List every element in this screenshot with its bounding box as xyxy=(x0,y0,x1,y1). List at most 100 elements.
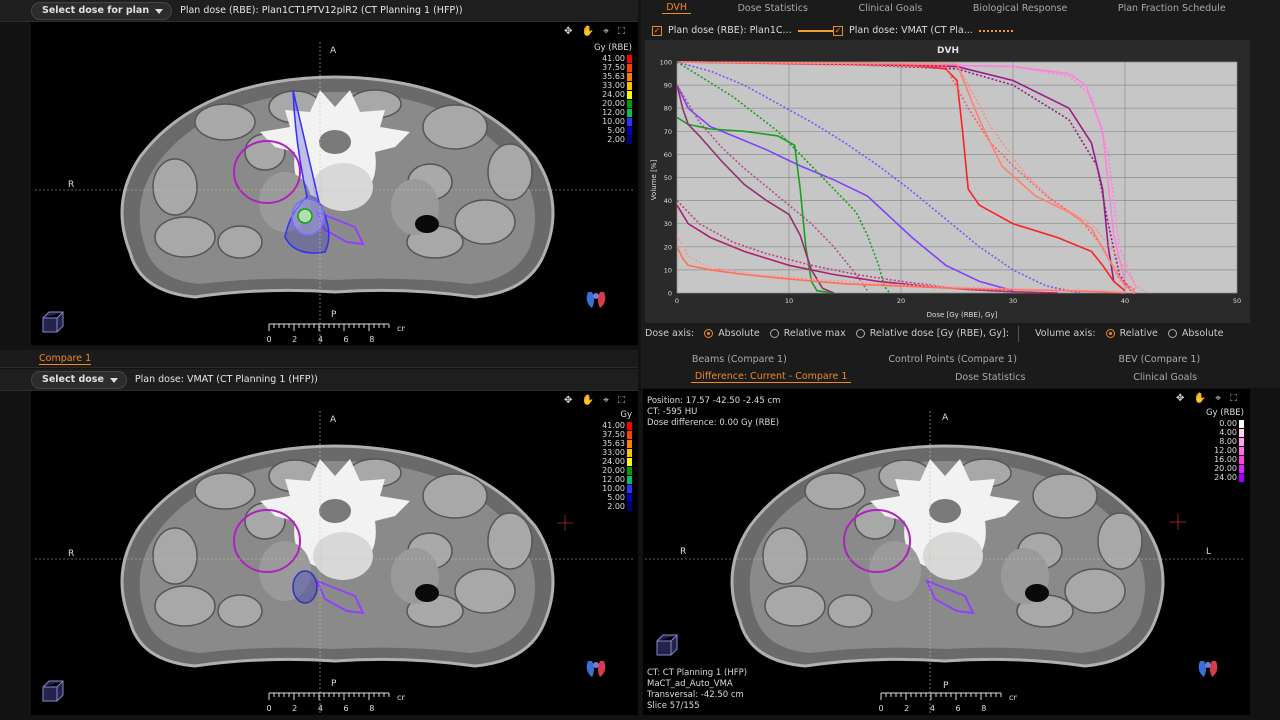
vertebral-body xyxy=(313,532,373,580)
series-info: CT: CT Planning 1 (HFP) MaCT_ad_Auto_VMA… xyxy=(647,668,747,712)
tab-compare-1[interactable]: Compare 1 xyxy=(39,353,92,365)
legend-entry: 24.00 xyxy=(1206,473,1244,482)
scale-label: 4 xyxy=(318,335,323,344)
dvh-curve-13[interactable] xyxy=(676,84,869,292)
tab-bev-compare[interactable]: BEV (Compare 1) xyxy=(1118,353,1201,365)
dvh-curve-6[interactable] xyxy=(676,61,1137,294)
bowel-loop xyxy=(217,594,263,628)
dose-axis-options: Dose axis: Absolute Relative max Relativ… xyxy=(645,328,1009,339)
dvh-curve-17[interactable] xyxy=(676,234,1137,294)
bottom-right-tabs-area xyxy=(641,350,1280,388)
orientation-cube-icon[interactable] xyxy=(41,679,65,703)
dose-check-2[interactable]: ✓ Plan dose: VMAT (CT Pla... xyxy=(833,25,1015,36)
tab-dose-statistics-compare[interactable]: Dose Statistics xyxy=(955,371,1026,383)
orientation-cube-icon[interactable] xyxy=(655,633,679,657)
radio-dose-relative-dose[interactable] xyxy=(855,329,865,338)
dose-isoline xyxy=(292,570,318,604)
scale-label: 4 xyxy=(930,704,935,713)
orientation-anterior: A xyxy=(330,415,337,425)
select-dose-dropdown[interactable]: Select dose xyxy=(31,370,127,389)
legend-swatch xyxy=(1239,437,1244,446)
viewport-top-left[interactable]: ✥ ✋ ⌖ ⛶ A R P Gy (RBE) 41.00 37.50 35.63 33… xyxy=(31,22,638,345)
y-tick-label: 60 xyxy=(664,151,672,159)
plan-dose-label: Plan dose (RBE): Plan1CT1PTV12plR2 (CT P… xyxy=(180,5,463,16)
tab-plan-fraction-schedule[interactable]: Plan Fraction Schedule xyxy=(1117,2,1226,14)
bowel-loop xyxy=(1064,568,1126,614)
kidney xyxy=(259,541,311,601)
tab-clinical-goals-compare[interactable]: Clinical Goals xyxy=(1133,371,1198,383)
legend-swatch xyxy=(1239,446,1244,455)
select-dose-for-plan-dropdown[interactable]: Select dose for plan xyxy=(31,1,173,20)
check-1-label: Plan dose (RBE): Plan1C... xyxy=(668,25,792,36)
organ-contour xyxy=(843,509,911,573)
x-tick-label: 10 xyxy=(785,297,793,305)
bowel-loop xyxy=(152,158,198,216)
checkbox-checked-icon[interactable]: ✓ xyxy=(833,25,843,36)
tab-control-points-compare[interactable]: Control Points (Compare 1) xyxy=(888,353,1017,365)
legend-rows: 41.00 37.50 35.63 33.00 24.00 20.00 12.00 10.00… xyxy=(602,421,632,511)
checkbox-checked-icon[interactable]: ✓ xyxy=(652,25,662,36)
vertebral-body xyxy=(923,532,983,580)
legend-value: 24.00 xyxy=(602,457,625,466)
legend-entry: 41.00 xyxy=(602,421,632,430)
legend-swatch xyxy=(1239,464,1244,473)
legend-value: 0.00 xyxy=(1219,419,1237,428)
radio-volume-absolute[interactable] xyxy=(1167,329,1177,338)
gas-pocket xyxy=(415,215,439,233)
dose-isoline-20 xyxy=(297,208,313,224)
footer-ct: CT: CT Planning 1 (HFP) xyxy=(647,668,748,678)
legend-value: 35.63 xyxy=(602,72,625,81)
legend-entry: 8.00 xyxy=(1206,437,1244,446)
legend-entry: 33.00 xyxy=(602,448,632,457)
dashed-line-swatch xyxy=(978,29,1015,32)
radio-volume-relative[interactable] xyxy=(1105,329,1115,338)
dvh-curve-12[interactable] xyxy=(676,84,835,294)
legend-swatch xyxy=(627,126,632,135)
legend-swatch xyxy=(627,493,632,502)
legend-entry: 20.00 xyxy=(1206,464,1244,473)
view-tools[interactable]: ✥ ✋ ⌖ ⛶ xyxy=(564,395,628,406)
orientation-posterior: P xyxy=(943,681,949,691)
x-tick-label: 20 xyxy=(897,297,905,305)
tab-difference[interactable]: Difference: Current - Compare 1 xyxy=(690,371,852,383)
legend-swatch xyxy=(627,457,632,466)
legend-entry: 4.00 xyxy=(1206,428,1244,437)
legend-swatch xyxy=(627,448,632,457)
spinal-canal xyxy=(319,499,351,523)
radio-dose-relative-max[interactable] xyxy=(769,329,779,338)
radio-dose-absolute[interactable] xyxy=(704,329,714,338)
legend-value: 10.00 xyxy=(602,117,625,126)
dvh-curve-7[interactable] xyxy=(676,61,1148,294)
view-tools[interactable]: ✥ ✋ ⌖ ⛶ xyxy=(564,26,628,37)
check-2-label: Plan dose: VMAT (CT Pla... xyxy=(849,25,973,36)
viewport-bottom-left[interactable]: ✥ ✋ ⌖ ⛶ A R P Gy 41.00 37.50 35.63 33.00 24.… xyxy=(31,391,638,715)
tab-beams-compare[interactable]: Beams (Compare 1) xyxy=(691,353,787,365)
y-tick-label: 50 xyxy=(664,174,672,182)
footer-dataset: MaCT_ad_Auto_VMA xyxy=(647,679,733,689)
dose-check-1[interactable]: ✓ Plan dose (RBE): Plan1C... xyxy=(652,25,834,36)
dvh-curve-1[interactable] xyxy=(676,61,1137,289)
dvh-curve-4[interactable] xyxy=(676,61,1126,292)
compare-tab-bar: Compare 1 xyxy=(0,350,638,368)
viewport-bottom-right[interactable]: Position: 17.57 -42.50 -2.45 cm CT: -595… xyxy=(643,389,1250,715)
tab-dose-statistics[interactable]: Dose Statistics xyxy=(737,2,808,14)
legend-value: 24.00 xyxy=(602,90,625,99)
legend-value: 24.00 xyxy=(1214,473,1237,482)
dvh-curve-9[interactable] xyxy=(676,61,1081,294)
tab-clinical-goals[interactable]: Clinical Goals xyxy=(858,2,923,14)
bowel-loop xyxy=(762,527,808,585)
bowel-loop xyxy=(1032,473,1098,519)
tab-dvh[interactable]: DVH xyxy=(662,2,692,14)
bottom-left-toolbar: Select dose Plan dose: VMAT (CT Planning… xyxy=(0,369,638,391)
dvh-curve-14[interactable] xyxy=(676,204,1058,294)
orientation-cube-icon[interactable] xyxy=(41,310,65,334)
dvh-chart[interactable]: DVH Dose [Gy (RBE), Gy] Volume [%] 0 10 20… xyxy=(645,40,1250,323)
tab-biological-response[interactable]: Biological Response xyxy=(972,2,1068,14)
bowel-loop xyxy=(152,527,198,585)
bowel-loop xyxy=(454,199,516,245)
dvh-curve-8[interactable] xyxy=(676,84,1014,292)
legend-entry: 20.00 xyxy=(594,99,632,108)
legend-value: 37.50 xyxy=(602,430,625,439)
view-tools[interactable]: ✥ ✋ ⌖ ⛶ xyxy=(1176,393,1240,404)
scale-label: 2 xyxy=(292,335,297,344)
